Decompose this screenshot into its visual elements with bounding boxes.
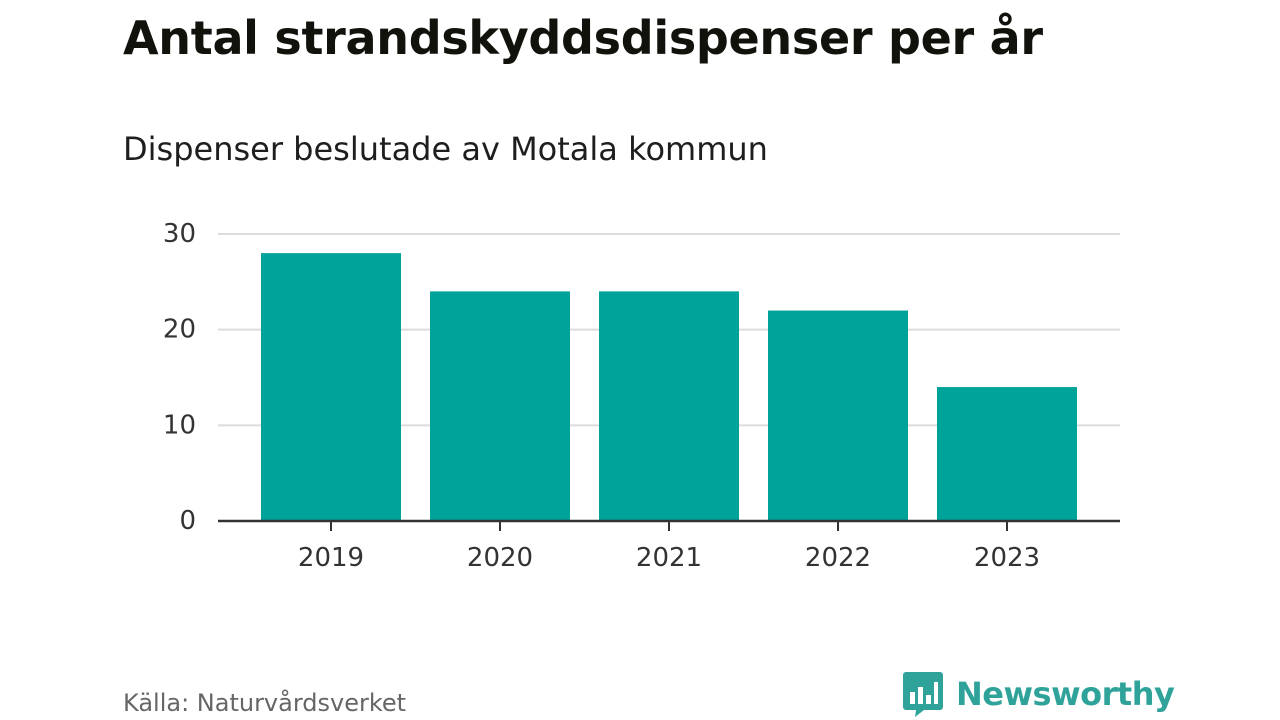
brand-name: Newsworthy [956,675,1175,713]
bar-2021 [599,291,739,521]
y-tick-label-10: 10 [163,410,196,440]
x-tick-label-2021: 2021 [636,543,702,573]
newsworthy-logo-icon [903,672,943,717]
x-tick-label-2022: 2022 [805,543,871,573]
bar-chart: 0 10 20 30 2019 2020 2021 2022 2023 [163,219,1120,573]
y-tick-label-30: 30 [163,219,196,249]
bar-2020 [430,291,570,521]
source-note: Källa: Naturvårdsverket [123,689,407,717]
x-tick-label-2023: 2023 [974,543,1040,573]
bar-2023 [937,387,1077,521]
y-tick-label-0: 0 [179,506,196,536]
bar-2019 [261,253,401,521]
x-tick-label-2019: 2019 [298,543,364,573]
chart-title: Antal strandskyddsdispenser per år [123,11,1043,65]
chart-subtitle: Dispenser beslutade av Motala kommun [123,130,768,168]
brand-logo: Newsworthy [902,669,1175,719]
y-tick-label-20: 20 [163,315,196,345]
x-tick-label-2020: 2020 [467,543,533,573]
bar-2022 [768,310,908,521]
